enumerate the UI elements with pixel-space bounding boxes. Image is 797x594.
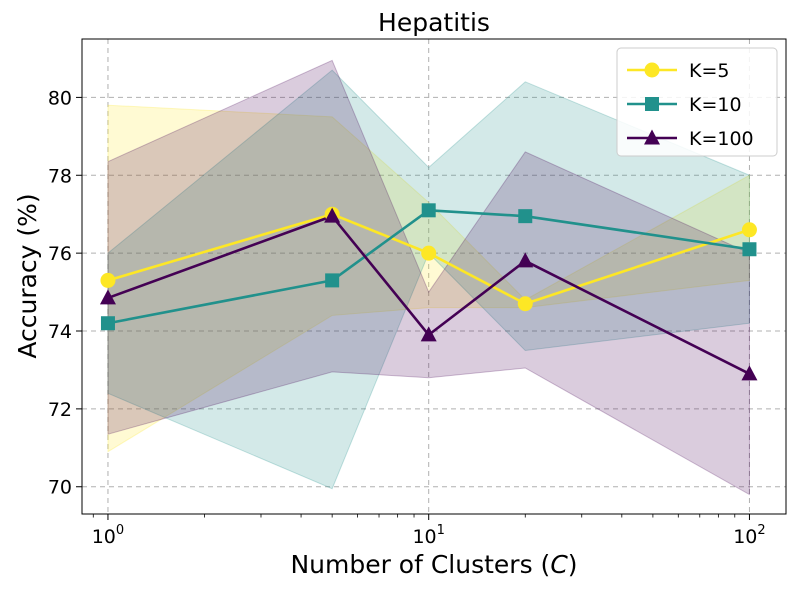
- point-k10: [742, 242, 757, 257]
- x-tick-label: 101: [412, 523, 444, 548]
- point-k5: [741, 222, 757, 238]
- axis-ticks: 70 72 74 76 78 80 100 101 102: [48, 87, 766, 548]
- legend-marker-k10: [645, 97, 659, 111]
- confidence-bands: [107, 59, 750, 496]
- y-tick-label: 70: [48, 477, 72, 499]
- point-k10: [325, 273, 340, 288]
- legend-label-k5: K=5: [689, 60, 729, 82]
- point-k10: [518, 209, 533, 224]
- x-tick-label: 102: [733, 523, 765, 548]
- plot-frame: [81, 38, 787, 515]
- x-tick-label: 100: [92, 523, 124, 548]
- legend-label-k100: K=100: [689, 128, 754, 150]
- y-tick-label: 74: [48, 321, 72, 343]
- legend-label-k10: K=10: [689, 94, 742, 116]
- point-k100: [741, 365, 758, 381]
- point-k10: [421, 203, 436, 218]
- point-k5: [517, 296, 533, 312]
- band-k10: [107, 69, 750, 490]
- y-axis-label: Accuracy (%): [13, 193, 42, 358]
- series-markers: [99, 203, 758, 381]
- y-tick-label: 76: [48, 243, 72, 265]
- legend-marker-k5: [644, 62, 660, 78]
- y-tick-label: 80: [48, 87, 72, 109]
- legend: K=5 K=10 K=100: [616, 47, 778, 157]
- band-k100: [107, 59, 750, 496]
- point-k10: [100, 316, 115, 331]
- point-k100: [324, 207, 341, 223]
- point-k100: [420, 326, 437, 342]
- legend-marker-k100: [644, 129, 660, 145]
- point-k100: [99, 289, 116, 305]
- point-k5: [100, 272, 116, 288]
- chart-title: Hepatitis: [378, 8, 490, 37]
- y-tick-label: 72: [48, 399, 72, 421]
- y-tick-label: 78: [48, 165, 72, 187]
- point-k5: [421, 245, 437, 261]
- band-k5: [107, 104, 750, 453]
- x-axis-label: Number of Clusters (C): [290, 550, 577, 579]
- point-k100: [517, 252, 534, 268]
